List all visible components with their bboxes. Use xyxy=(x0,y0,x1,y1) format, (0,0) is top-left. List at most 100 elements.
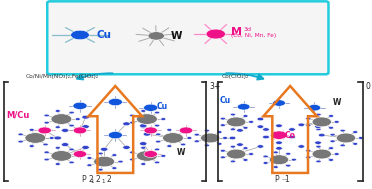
Circle shape xyxy=(217,131,222,133)
Circle shape xyxy=(318,117,323,120)
Circle shape xyxy=(214,137,219,139)
Circle shape xyxy=(298,145,305,148)
Circle shape xyxy=(69,161,74,164)
Circle shape xyxy=(95,159,100,161)
FancyBboxPatch shape xyxy=(47,1,328,74)
Circle shape xyxy=(243,159,248,161)
Circle shape xyxy=(230,145,235,148)
Circle shape xyxy=(237,129,243,132)
Circle shape xyxy=(323,150,328,153)
Circle shape xyxy=(143,158,148,161)
Circle shape xyxy=(270,160,276,163)
Circle shape xyxy=(123,146,130,149)
Circle shape xyxy=(347,134,353,137)
Text: 1: 1 xyxy=(284,175,289,184)
Circle shape xyxy=(154,124,160,127)
Circle shape xyxy=(313,119,318,122)
Circle shape xyxy=(206,29,225,39)
Circle shape xyxy=(291,158,296,161)
Circle shape xyxy=(232,117,237,120)
Circle shape xyxy=(164,135,169,138)
Circle shape xyxy=(323,118,328,121)
Circle shape xyxy=(230,113,235,116)
Circle shape xyxy=(237,143,243,146)
Circle shape xyxy=(318,156,323,159)
Circle shape xyxy=(63,157,68,160)
Circle shape xyxy=(243,115,248,117)
Text: W: W xyxy=(333,98,341,107)
Circle shape xyxy=(316,145,321,148)
Circle shape xyxy=(152,118,157,120)
Circle shape xyxy=(123,122,130,126)
Circle shape xyxy=(180,130,186,133)
Circle shape xyxy=(232,124,237,127)
Circle shape xyxy=(54,136,61,140)
Circle shape xyxy=(149,115,154,118)
Circle shape xyxy=(271,131,287,139)
Circle shape xyxy=(137,151,157,161)
Circle shape xyxy=(52,119,57,122)
Circle shape xyxy=(230,160,235,163)
Circle shape xyxy=(202,135,207,138)
Circle shape xyxy=(52,156,57,159)
Circle shape xyxy=(154,111,160,114)
Circle shape xyxy=(161,118,166,120)
Circle shape xyxy=(144,127,157,134)
Circle shape xyxy=(280,161,286,164)
Circle shape xyxy=(336,133,356,143)
Circle shape xyxy=(75,155,80,157)
Circle shape xyxy=(228,119,233,122)
Circle shape xyxy=(87,157,92,159)
Circle shape xyxy=(238,155,243,158)
Circle shape xyxy=(230,128,235,131)
Circle shape xyxy=(306,149,311,152)
Circle shape xyxy=(175,139,180,142)
Text: 1: 1 xyxy=(91,179,94,184)
Circle shape xyxy=(222,137,228,139)
Circle shape xyxy=(238,118,243,121)
Circle shape xyxy=(164,138,169,141)
Circle shape xyxy=(238,150,243,153)
Text: 3d: 3d xyxy=(243,27,251,32)
Circle shape xyxy=(313,151,318,154)
Circle shape xyxy=(66,155,71,157)
Circle shape xyxy=(98,152,103,155)
Circle shape xyxy=(31,140,36,143)
Circle shape xyxy=(232,149,237,152)
Circle shape xyxy=(140,124,147,128)
Text: W: W xyxy=(170,31,182,41)
Circle shape xyxy=(73,151,87,157)
Circle shape xyxy=(161,155,166,157)
Circle shape xyxy=(298,123,305,126)
Circle shape xyxy=(330,140,335,143)
Circle shape xyxy=(312,149,331,159)
Circle shape xyxy=(204,144,209,147)
Circle shape xyxy=(63,115,68,118)
Circle shape xyxy=(257,125,264,128)
Circle shape xyxy=(220,124,225,126)
Circle shape xyxy=(169,133,174,136)
Circle shape xyxy=(109,160,114,163)
Circle shape xyxy=(228,122,233,125)
Circle shape xyxy=(328,126,334,129)
Text: P: P xyxy=(275,175,282,184)
Circle shape xyxy=(270,157,276,160)
Text: (Co, Ni, Mn, Fe): (Co, Ni, Mn, Fe) xyxy=(231,33,277,38)
Text: Cu: Cu xyxy=(219,96,231,105)
Circle shape xyxy=(143,121,148,124)
Circle shape xyxy=(212,134,217,137)
Circle shape xyxy=(328,147,334,149)
Circle shape xyxy=(353,143,358,145)
Circle shape xyxy=(61,143,69,146)
Circle shape xyxy=(330,133,335,136)
Circle shape xyxy=(49,137,54,139)
Circle shape xyxy=(69,148,74,151)
Circle shape xyxy=(326,153,331,155)
Circle shape xyxy=(31,133,36,136)
Circle shape xyxy=(87,164,92,167)
Circle shape xyxy=(342,140,347,143)
Circle shape xyxy=(263,155,268,158)
Circle shape xyxy=(155,133,161,136)
Circle shape xyxy=(82,146,89,149)
Circle shape xyxy=(144,104,158,111)
